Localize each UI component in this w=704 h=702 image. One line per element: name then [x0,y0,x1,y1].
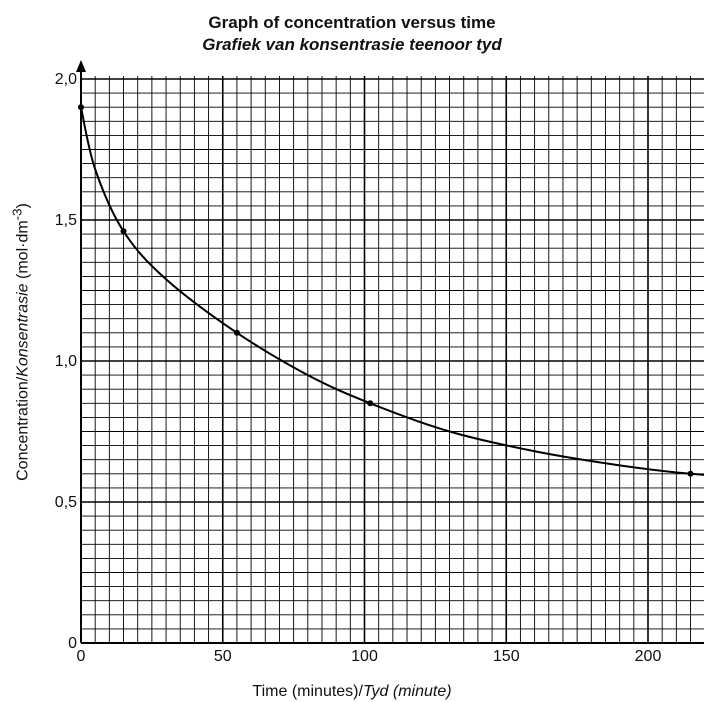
y-tick-label: 2,0 [55,71,77,88]
x-tick-label: 150 [493,648,520,665]
data-point [687,470,694,477]
x-tick-label: 100 [351,648,378,665]
x-axis-label-italic: Tyd (minute) [362,683,452,700]
data-point [233,329,240,336]
data-point [78,104,84,111]
x-axis-label: Time (minutes)/Tyd (minute) [0,683,704,701]
x-axis-label-main: Time (minutes)/ [252,683,363,700]
y-tick-label: 1,0 [55,353,77,370]
x-tick-label: 50 [214,648,232,665]
y-axis-arrow [76,60,86,72]
y-tick-label: 1,5 [55,212,77,229]
chart-subtitle: Grafiek van konsentrasie teenoor tyd [202,35,502,54]
x-tick-label: 0 [77,648,86,665]
y-tick-label: 0,5 [55,494,77,511]
data-point [367,400,374,407]
data-point [120,228,127,235]
y-tick-label: 0 [68,635,77,652]
x-tick-label: 200 [635,648,662,665]
chart-title: Graph of concentration versus time [208,13,496,32]
